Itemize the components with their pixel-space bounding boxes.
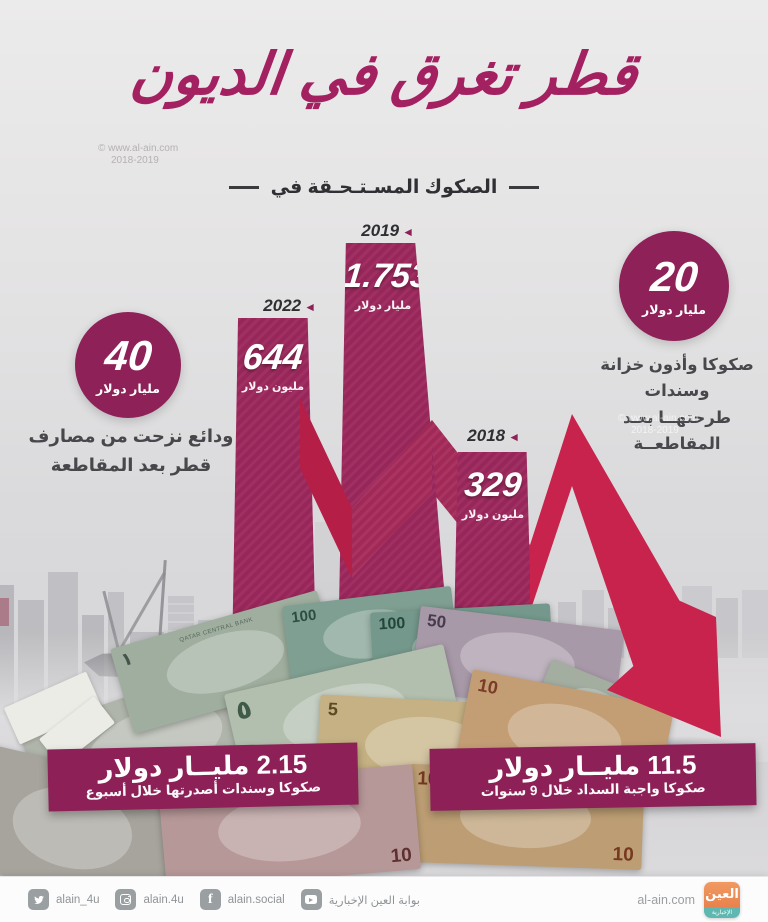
youtube-icon <box>300 889 322 910</box>
stat-40-unit: مليار دولار <box>96 381 160 396</box>
bar-2018-value: 329 <box>462 466 524 504</box>
alain-logo: العين الإخبارية <box>704 881 740 918</box>
page-title: قطر تغرق في الديون <box>127 42 641 107</box>
year-label-2019: 2019 ◄ <box>361 221 414 240</box>
social-links: alain_4u alain.4u f alain.social بوابة ا… <box>28 889 420 910</box>
bar-2019-value: 1.753 <box>342 257 432 295</box>
facebook-icon: f <box>199 889 221 910</box>
banner-11-5b: 11.5 مليــار دولار صكوكا واجبة السداد خل… <box>429 743 757 811</box>
watermark-right: © www.al-ain.com 2018-2019 <box>618 413 699 436</box>
instagram-icon <box>115 889 137 910</box>
twitter-icon <box>28 889 49 910</box>
stat-40-caption: ودائع نزحت من مصارف قطر بعد المقاطعة <box>28 426 234 475</box>
stat-40-value: 40 <box>102 331 154 379</box>
watermark-topleft: © www.al-ain.com 2018-2019 <box>98 143 179 166</box>
site-link[interactable]: al-ain.com العين الإخبارية <box>637 881 740 918</box>
stat-circle-40b: 40 مليار دولار <box>75 312 181 418</box>
youtube-handle: بوابة العين الإخبارية <box>328 894 421 907</box>
stat-20-unit: مليار دولار <box>642 302 706 317</box>
facebook-handle: alain.social <box>227 893 285 906</box>
year-marker-icon: ◄ <box>402 225 414 239</box>
banner-2-15b: 2.15 مليــار دولار صكوكا وسندات أصدرتها … <box>47 742 359 812</box>
footer-bar: alain_4u alain.4u f alain.social بوابة ا… <box>0 876 768 922</box>
site-url: al-ain.com <box>637 892 695 907</box>
year-marker-icon: ◄ <box>508 430 520 444</box>
instagram-link[interactable]: alain.4u <box>115 889 184 910</box>
subtitle-dash-left <box>228 186 259 189</box>
instagram-handle: alain.4u <box>143 893 184 906</box>
stat-20-caption: صكوكا وأذون خزانة وسندات طرحتهــا بعـد ا… <box>600 356 754 454</box>
year-marker-icon: ◄ <box>304 300 316 314</box>
banner-11-5b-amount: 11.5 مليــار دولار <box>488 749 697 783</box>
twitter-link[interactable]: alain_4u <box>28 889 99 910</box>
alain-logo-text: العين <box>704 881 740 907</box>
bar-2022-value: 644 <box>240 336 306 377</box>
alain-logo-subtext: الإخبارية <box>704 906 740 918</box>
bar-2019-unit: مليار دولار <box>354 300 412 312</box>
year-label-2018: 2018 ◄ <box>467 426 520 445</box>
subtitle-dash-right <box>509 186 540 189</box>
youtube-link[interactable]: بوابة العين الإخبارية <box>300 889 421 910</box>
bar-2022-unit: مليون دولار <box>241 381 305 393</box>
subtitle-row: الصكوك المسـتـحـقة في <box>0 176 768 199</box>
twitter-handle: alain_4u <box>56 893 100 906</box>
bar-2018-unit: مليون دولار <box>461 509 525 521</box>
banner-11-5b-caption: صكوكا واجبة السداد خلال 9 سنوات <box>480 780 706 800</box>
stat-circle-20b: 20 مليار دولار <box>619 231 729 341</box>
facebook-link[interactable]: f alain.social <box>199 889 285 910</box>
year-label-2022: 2022 ◄ <box>263 296 316 315</box>
subtitle: الصكوك المسـتـحـقة في <box>270 177 498 198</box>
stat-20-value: 20 <box>648 252 700 300</box>
